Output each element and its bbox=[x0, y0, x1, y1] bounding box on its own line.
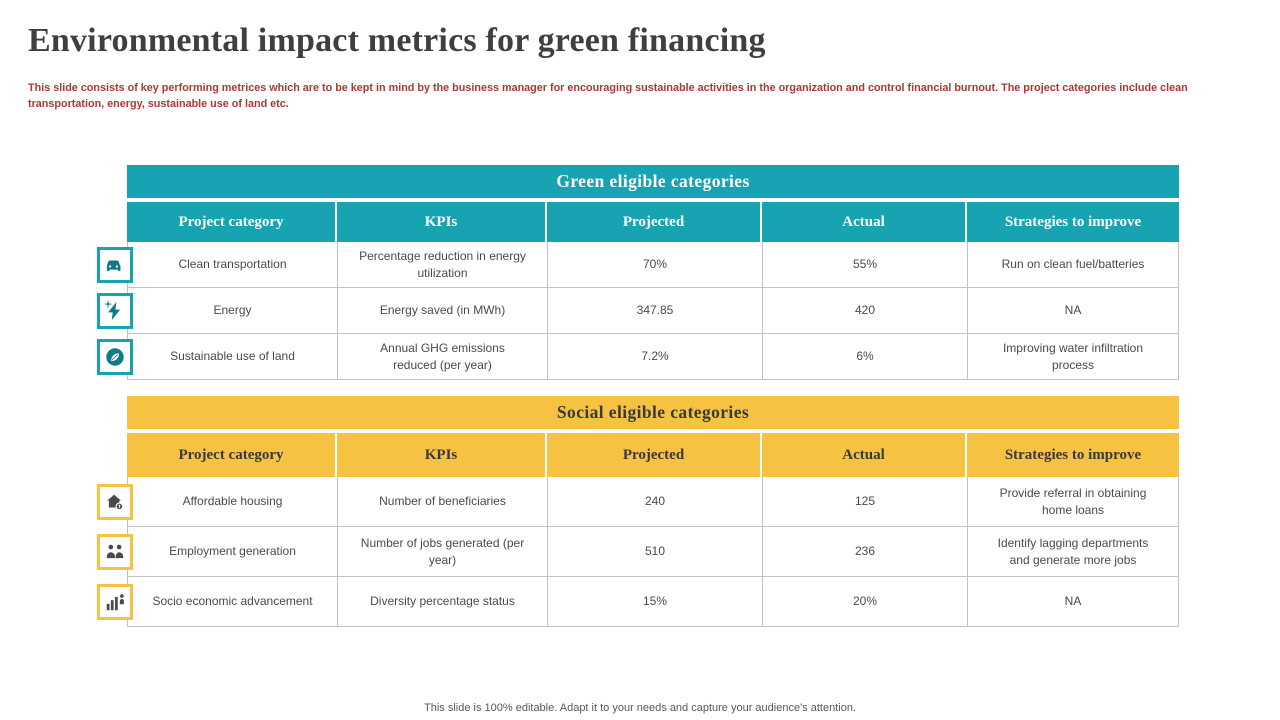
column-header-kpis: KPIs bbox=[337, 202, 547, 242]
table-row: Energy Energy saved (in MWh) 347.85 420 … bbox=[127, 288, 1179, 334]
cell-kpi: Diversity percentage status bbox=[337, 577, 547, 627]
car-glyph bbox=[106, 260, 121, 272]
cell-strategy: NA bbox=[967, 577, 1179, 627]
cell-kpi: Energy saved (in MWh) bbox=[337, 288, 547, 334]
clean-transportation-icon bbox=[97, 247, 133, 283]
cell-project-category: Sustainable use of land bbox=[127, 334, 337, 380]
table-row: Clean transportation Percentage reductio… bbox=[127, 242, 1179, 288]
cell-kpi: Annual GHG emissions reduced (per year) bbox=[337, 334, 547, 380]
cell-strategy: Provide referral in obtaining home loans bbox=[967, 477, 1179, 527]
lightning-glyph bbox=[104, 300, 121, 321]
green-table-banner: Green eligible categories bbox=[127, 165, 1179, 198]
column-header-actual: Actual bbox=[762, 202, 967, 242]
social-table-header-row: Project category KPIs Projected Actual S… bbox=[127, 433, 1179, 477]
house-coin-glyph bbox=[107, 494, 124, 511]
cell-actual: 236 bbox=[762, 527, 967, 577]
cell-project-category: Affordable housing bbox=[127, 477, 337, 527]
cell-projected: 70% bbox=[547, 242, 762, 288]
cell-actual: 55% bbox=[762, 242, 967, 288]
table-row: Socio economic advancement Diversity per… bbox=[127, 577, 1179, 627]
table-row: Sustainable use of land Annual GHG emiss… bbox=[127, 334, 1179, 380]
cell-kpi: Number of jobs generated (per year) bbox=[337, 527, 547, 577]
cell-projected: 240 bbox=[547, 477, 762, 527]
two-people-glyph bbox=[106, 544, 124, 559]
column-header-project-category: Project category bbox=[127, 202, 337, 242]
table-row: Affordable housing Number of beneficiari… bbox=[127, 477, 1179, 527]
cell-projected: 15% bbox=[547, 577, 762, 627]
employment-icon bbox=[97, 534, 133, 570]
cell-projected: 347.85 bbox=[547, 288, 762, 334]
social-table-banner: Social eligible categories bbox=[127, 396, 1179, 429]
social-eligible-table: Social eligible categories Project categ… bbox=[97, 396, 1179, 627]
cell-projected: 7.2% bbox=[547, 334, 762, 380]
cell-project-category: Clean transportation bbox=[127, 242, 337, 288]
cell-actual: 20% bbox=[762, 577, 967, 627]
green-eligible-table: Green eligible categories Project catego… bbox=[97, 165, 1179, 380]
page-title: Environmental impact metrics for green f… bbox=[28, 22, 766, 59]
column-header-strategies: Strategies to improve bbox=[967, 202, 1179, 242]
cell-kpi: Percentage reduction in energy utilizati… bbox=[337, 242, 547, 288]
slide-footer-note: This slide is 100% editable. Adapt it to… bbox=[424, 702, 856, 714]
sustainable-land-icon bbox=[97, 339, 133, 375]
cell-project-category: Employment generation bbox=[127, 527, 337, 577]
cell-strategy: Improving water infiltration process bbox=[967, 334, 1179, 380]
cell-strategy: NA bbox=[967, 288, 1179, 334]
green-table-header-row: Project category KPIs Projected Actual S… bbox=[127, 202, 1179, 242]
column-header-kpis: KPIs bbox=[337, 433, 547, 477]
column-header-projected: Projected bbox=[547, 202, 762, 242]
leaf-circle-glyph bbox=[106, 348, 124, 366]
cell-strategy: Identify lagging departments and generat… bbox=[967, 527, 1179, 577]
slide-subtitle: This slide consists of key performing me… bbox=[28, 82, 1188, 111]
cell-kpi: Number of beneficiaries bbox=[337, 477, 547, 527]
table-row: Employment generation Number of jobs gen… bbox=[127, 527, 1179, 577]
cell-actual: 6% bbox=[762, 334, 967, 380]
column-header-project-category: Project category bbox=[127, 433, 337, 477]
energy-icon bbox=[97, 293, 133, 329]
column-header-projected: Projected bbox=[547, 433, 762, 477]
cell-actual: 125 bbox=[762, 477, 967, 527]
cell-project-category: Energy bbox=[127, 288, 337, 334]
cell-strategy: Run on clean fuel/batteries bbox=[967, 242, 1179, 288]
column-header-actual: Actual bbox=[762, 433, 967, 477]
column-header-strategies: Strategies to improve bbox=[967, 433, 1179, 477]
socio-economic-icon bbox=[97, 584, 133, 620]
affordable-housing-icon bbox=[97, 484, 133, 520]
cell-projected: 510 bbox=[547, 527, 762, 577]
cell-project-category: Socio economic advancement bbox=[127, 577, 337, 627]
growth-chart-glyph bbox=[106, 594, 124, 611]
cell-actual: 420 bbox=[762, 288, 967, 334]
